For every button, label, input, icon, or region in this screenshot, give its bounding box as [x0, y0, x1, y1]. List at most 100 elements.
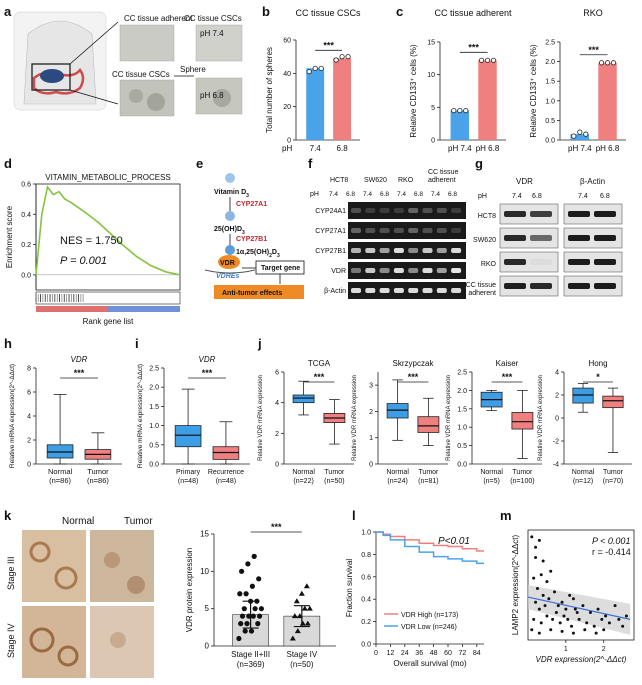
- chart-j1-y-tick-label-2: 4: [275, 400, 279, 407]
- chart-j2-y-tick-label-3: 3: [369, 383, 373, 390]
- chart-k-point-0-8: [239, 613, 246, 619]
- panel-letter-i: i: [135, 336, 139, 351]
- chart-j2-n-label-1: (n=81): [418, 478, 438, 485]
- gel-f-band-3-2: [379, 268, 390, 273]
- gel-f-band-3-3: [393, 268, 404, 273]
- chart-j4: -4 -2 0 2 4 Normal (n=12) Tumor (n=70) * Hong Relat…: [538, 359, 632, 485]
- chart-j2-y-label: Relative VDR mRNA expression: [352, 375, 358, 461]
- gel-f-row-label-0: CYP24A1: [315, 208, 346, 215]
- chart-m-point-47: [583, 628, 587, 632]
- panel-letter-b: b: [262, 4, 270, 19]
- chart-c2-y-label: Relative CD133⁺ cells (%): [529, 44, 538, 137]
- chart-k-point-1-5: [296, 613, 303, 619]
- chart-l-y-tick-label-3: 0.6: [361, 574, 371, 581]
- gel-f-ph-7: 6.8: [448, 191, 457, 198]
- blot-g-actin-frame-2: [563, 251, 623, 273]
- chart-j2: 0 1 2 3 Normal (n=24) Tumor (n=81) *** Skrzypczak…: [352, 359, 448, 485]
- chart-j4-y-tick-label-0: -4: [553, 462, 559, 469]
- chart-i-x-tick-label-0: Primary: [176, 469, 201, 476]
- panel-letter-m: m: [500, 508, 512, 523]
- chart-b-title: CC tissue CSCs: [295, 8, 361, 18]
- chart-l: 0.0 0.2 0.4 0.6 0.8 1.0 0 12 24 36 48 60 72 84 VDR Hig…: [345, 530, 484, 668]
- gel-f-band-0-5: [422, 208, 433, 213]
- chart-i-y-label: Relative mRNA expression(2^-ΔΔct): [137, 364, 144, 468]
- panel-letter-h: h: [4, 336, 12, 351]
- gel-f-group-sw620: SW620: [364, 177, 387, 184]
- blot-g-row-label-0: HCT8: [478, 213, 496, 220]
- chart-k-point-0-2: [248, 628, 255, 634]
- chart-m-point-6: [541, 593, 545, 597]
- blot-g-vdr-band-2-0: [504, 259, 526, 265]
- chart-i-x-tick-label-1: Recurrence: [208, 469, 244, 476]
- chart-j1-y-tick-label-0: 0: [275, 462, 279, 469]
- panel-g-blot: VDR β-Actin pH 7.4 6.8 7.4 6.8 HCT8 SW620 RKO…: [466, 177, 623, 297]
- chart-l-x-tick-label-2: 24: [401, 650, 409, 657]
- label-active-d3: 1α,25(OH)2D3: [236, 249, 280, 259]
- gel-f-band-0-0: [351, 208, 361, 213]
- chart-j4-title: Hong: [588, 359, 607, 368]
- chart-m-point-38: [607, 621, 611, 625]
- chart-k-point-0-12: [241, 606, 247, 612]
- chart-l-y-tick-label-4: 0.8: [361, 552, 371, 559]
- chart-k-point-1-8: [293, 598, 300, 604]
- chart-k-point-0-3: [255, 621, 261, 627]
- chart-j3-y-tick-label-3: 1.5: [457, 406, 467, 413]
- chart-m-point-12: [547, 597, 551, 601]
- chart-c1-y-label: Relative CD133⁺ cells (%): [409, 44, 418, 137]
- chart-j2-title: Skrzypczak: [393, 359, 435, 368]
- gel-f-strip-3: [348, 262, 466, 279]
- chart-j1-sig-label: ***: [314, 372, 325, 382]
- gel-f-strip-1: [348, 222, 466, 239]
- chart-b-point-0-0: [306, 69, 312, 75]
- chart-c2-bar-0: [570, 134, 590, 140]
- chart-c2-y-tick-label-3: 1.5: [545, 79, 555, 86]
- panel-e-pathway: Vitamin D3 CYP27A1 25(OH)D3 CYP27B1 1α,2…: [204, 173, 305, 299]
- blot-g-actin-band-2-0: [568, 259, 590, 265]
- chart-k-point-0-10: [252, 606, 258, 612]
- gel-f-ph-3: 6.8: [380, 191, 389, 198]
- gel-f-row-label-2: CYP27B1: [315, 248, 346, 255]
- chart-m-point-39: [613, 604, 617, 608]
- gel-f-band-1-4: [408, 228, 419, 233]
- gel-f-group-adherent: adherent: [428, 177, 456, 184]
- gel-f-band-0-2: [379, 208, 390, 213]
- gel-f-band-1-6: [436, 228, 447, 233]
- chart-m-ci-band: [528, 585, 631, 635]
- gel-f-band-3-6: [436, 268, 447, 273]
- chart-l-y-tick-label-1: 0.2: [361, 619, 371, 626]
- chart-c2-x-tick-label-1: pH 6.8: [596, 144, 620, 153]
- chart-m-point-30: [577, 617, 581, 621]
- gel-f-band-0-1: [365, 208, 376, 213]
- blot-g-ph-2: 7.4: [578, 193, 588, 200]
- chart-k-point-0-15: [237, 591, 243, 597]
- chart-j2-n-label-0: (n=24): [387, 478, 407, 485]
- gel-f-ph-6: 7.4: [431, 191, 440, 198]
- chart-h-y-tick-label-3: 6: [27, 390, 31, 397]
- chart-b-y-tick-label-2: 40: [283, 71, 291, 78]
- label-25ohd3: 25(OH)D3: [214, 226, 245, 236]
- blot-g-actin-band-3-0: [568, 283, 590, 289]
- chart-b-bar-1: [333, 58, 352, 141]
- chart-c1-point-1-0: [478, 57, 485, 63]
- panel-a: CC tissue adherent CC tissue CSCs CC tis…: [13, 11, 243, 117]
- chart-c2-point-1-1: [604, 60, 611, 66]
- blot-g-actin-band-1-0: [568, 235, 590, 241]
- blot-g-actin-band-2-1: [594, 259, 616, 265]
- chart-m-point-26: [562, 614, 566, 618]
- chart-i-sig-label: ***: [202, 368, 213, 378]
- chart-b-y-tick-label-0: 0: [287, 138, 291, 145]
- blot-g-ph-3: 6.8: [600, 193, 610, 200]
- panel-k-ihc: Normal Tumor Stage III Stage IV: [6, 516, 154, 678]
- chart-d-es-curve: [35, 185, 181, 276]
- chart-i-box-0: [174, 425, 202, 448]
- chart-b-y-tick-label-3: 60: [283, 38, 291, 45]
- chart-m-point-4: [535, 586, 539, 590]
- chart-k-y-tick-label-3: 15: [200, 530, 209, 539]
- chart-d-y-tick-label-2: 0.4: [21, 212, 31, 219]
- micrograph-ph74: [195, 24, 243, 62]
- chart-b-point-1-2: [345, 54, 351, 60]
- chart-j2-box-1: [417, 416, 440, 433]
- chart-k-y-label: VDR protein expression: [185, 548, 194, 632]
- chart-c1-point-0-1: [457, 108, 463, 114]
